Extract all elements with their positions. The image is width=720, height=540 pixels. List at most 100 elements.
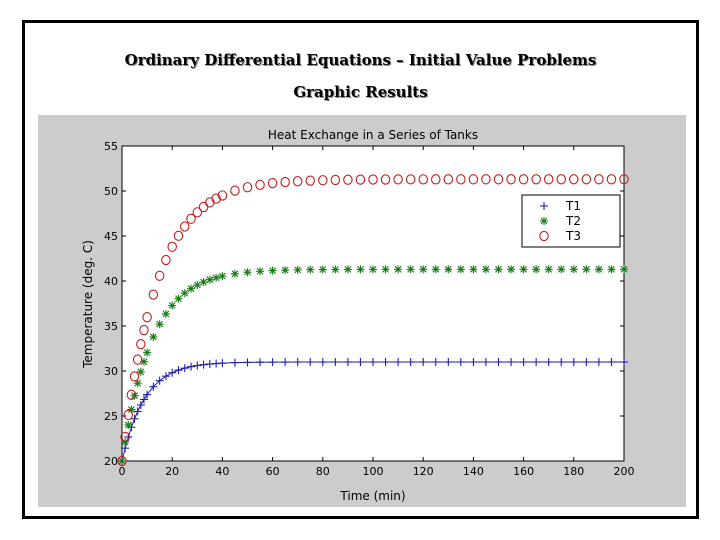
data-point-T3 [167,241,177,252]
data-point-T2 [532,265,541,274]
data-point-T1 [481,358,490,367]
data-point-T1 [494,358,503,366]
series-T3 [117,174,629,467]
data-point-T1 [343,358,352,367]
data-point-T3 [468,174,479,185]
data-point-T2 [256,267,265,276]
data-point-T2 [205,275,214,284]
data-point-T1 [569,358,578,366]
legend-marker-T3 [539,230,549,242]
data-point-T2 [519,265,528,274]
data-point-T3 [192,207,203,218]
data-point-T3 [594,174,604,185]
slide-subtitle: Graphic Results [293,83,428,101]
data-point-T3 [211,193,221,204]
data-point-T1 [161,372,170,381]
x-tick-label: 20 [165,465,179,478]
data-point-T3 [129,371,140,382]
data-point-T2 [187,284,196,293]
data-point-T1 [331,358,340,367]
data-point-T1 [149,382,158,391]
x-tick-label: 100 [363,465,384,478]
data-point-T3 [330,174,341,186]
data-point-T3 [292,176,303,187]
data-point-T2 [161,309,170,318]
data-point-T2 [557,265,566,274]
data-point-T3 [132,354,143,365]
data-point-T2 [180,289,189,298]
data-point-T2 [607,265,616,274]
data-point-T2 [193,281,202,290]
data-point-T2 [212,273,221,282]
data-point-T1 [607,358,616,366]
data-point-T2 [199,278,208,287]
data-point-T1 [130,414,139,423]
data-point-T3 [142,312,152,323]
data-point-T2 [444,265,453,274]
data-point-T2 [149,332,158,341]
legend-box [521,194,621,248]
data-point-T2 [369,265,377,274]
data-point-T3 [242,182,253,193]
series-T2 [118,265,628,465]
x-tick-label: 80 [316,465,330,478]
data-point-T3 [186,213,196,224]
legend-label-T2: T2 [565,214,581,228]
data-point-T2 [569,265,578,274]
data-point-T3 [148,289,159,300]
data-point-T1 [557,358,566,366]
data-point-T3 [443,174,454,185]
y-tick-label: 25 [104,410,118,423]
data-point-T3 [217,190,228,201]
data-point-T1 [532,358,541,366]
legend-marker-T1 [540,202,548,210]
data-point-T1 [456,358,465,367]
legend-label-T3: T3 [565,229,581,243]
data-point-T1 [218,359,227,368]
data-point-T3 [355,174,366,185]
data-point-T3 [120,431,130,443]
data-point-T1 [139,395,148,404]
x-tick-label: 200 [614,465,635,478]
data-point-T2 [343,265,352,274]
data-point-T1 [507,358,516,366]
data-point-T3 [619,174,629,185]
data-point-T2 [118,457,126,465]
data-point-T2 [230,269,239,278]
data-point-T3 [161,254,171,266]
data-point-T3 [136,339,146,350]
data-point-T1 [180,364,189,373]
data-point-T3 [230,185,240,196]
series-layer [117,174,629,467]
data-point-T2 [431,265,440,274]
data-point-T3 [180,221,190,232]
heat-exchange-figure: Heat Exchange in a Series of Tanks Time … [38,115,686,507]
data-point-T2 [124,420,133,429]
data-point-T1 [620,358,628,366]
data-point-T2 [218,272,227,281]
data-point-T2 [130,391,139,400]
data-point-T3 [518,174,529,185]
data-point-T3 [606,174,617,185]
data-point-T1 [381,358,390,367]
data-point-T2 [293,265,302,274]
data-point-T1 [293,358,302,367]
data-point-T3 [368,174,378,185]
data-point-T1 [168,368,177,377]
data-point-T3 [393,174,403,185]
data-point-T1 [193,361,202,370]
data-point-T2 [544,265,553,274]
data-point-T2 [268,266,277,275]
data-point-T1 [174,366,183,375]
data-point-T2 [243,268,252,277]
data-point-T3 [456,174,466,185]
data-point-T1 [419,358,428,367]
data-point-T2 [174,294,183,303]
data-point-T2 [507,265,516,274]
data-point-T1 [230,358,239,367]
data-point-T3 [493,174,504,185]
data-point-T1 [469,358,478,367]
data-point-T1 [544,358,553,366]
data-point-T1 [281,358,290,367]
